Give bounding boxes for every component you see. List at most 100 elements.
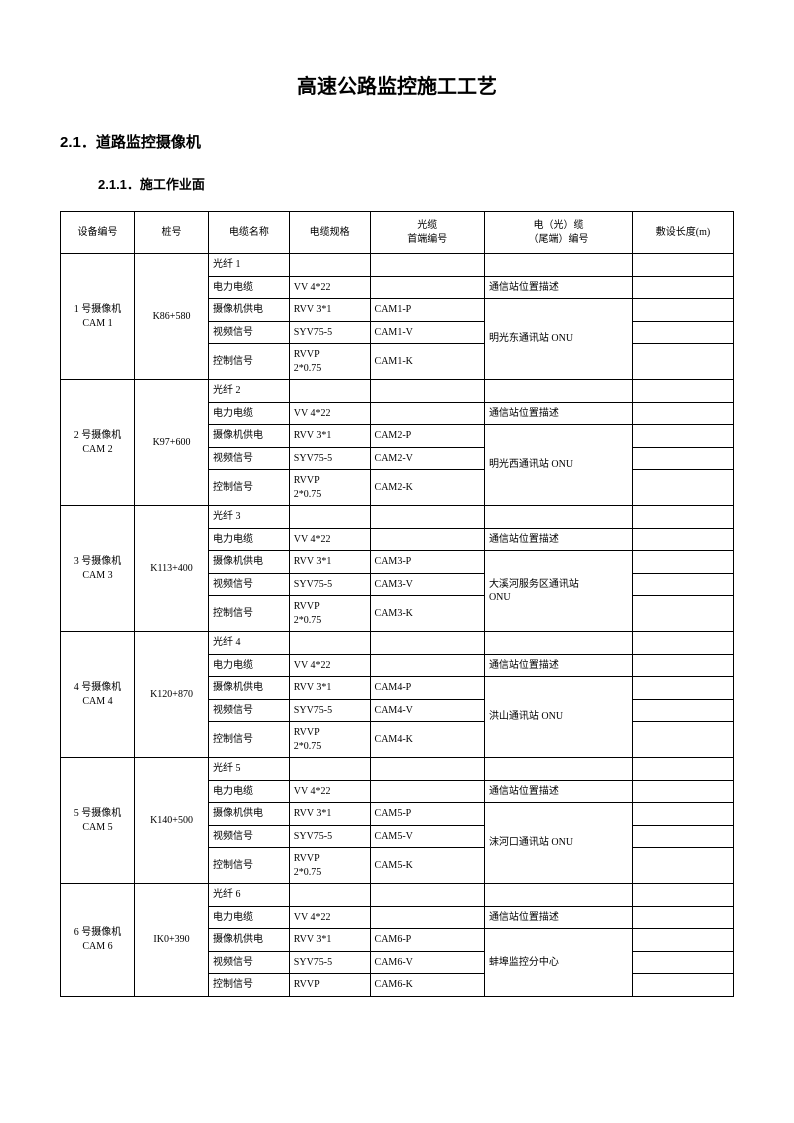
- tail-id: [484, 632, 632, 655]
- cable-spec: [289, 380, 370, 403]
- cable-name: 电力电缆: [209, 654, 290, 677]
- th-dev: 设备编号: [61, 212, 135, 254]
- first-id: [370, 276, 484, 299]
- cable-name: 摄像机供电: [209, 299, 290, 322]
- table-row: 5 号摄像机CAM 5K140+500光纤 5: [61, 758, 734, 781]
- first-id: CAM2-V: [370, 447, 484, 470]
- first-id: CAM4-V: [370, 699, 484, 722]
- tail-id: 通信站位置描述: [484, 780, 632, 803]
- cable-name: 摄像机供电: [209, 551, 290, 574]
- length: [633, 573, 734, 596]
- section-heading: 2.1．道路监控摄像机: [60, 131, 734, 152]
- cable-name: 光纤 1: [209, 254, 290, 277]
- table-header-row: 设备编号 桩号 电缆名称 电缆规格 光缆 首端编号 电（光）缆 （尾端）编号 敷…: [61, 212, 734, 254]
- cable-spec: VV 4*22: [289, 528, 370, 551]
- tail-id: 通信站位置描述: [484, 528, 632, 551]
- cable-name: 控制信号: [209, 596, 290, 632]
- tail-id: [484, 884, 632, 907]
- first-id: CAM1-K: [370, 344, 484, 380]
- length: [633, 402, 734, 425]
- cable-name: 光纤 4: [209, 632, 290, 655]
- length: [633, 528, 734, 551]
- tail-id: 通信站位置描述: [484, 402, 632, 425]
- th-cname: 电缆名称: [209, 212, 290, 254]
- length: [633, 632, 734, 655]
- cable-spec: RVVP: [289, 974, 370, 997]
- length: [633, 276, 734, 299]
- first-id: [370, 528, 484, 551]
- first-id: CAM3-K: [370, 596, 484, 632]
- cable-name: 视频信号: [209, 825, 290, 848]
- first-id: CAM2-K: [370, 470, 484, 506]
- cable-name: 控制信号: [209, 722, 290, 758]
- tail-id: 通信站位置描述: [484, 906, 632, 929]
- cable-spec: SYV75-5: [289, 699, 370, 722]
- length: [633, 884, 734, 907]
- table-row: 4 号摄像机CAM 4K120+870光纤 4: [61, 632, 734, 655]
- cable-name: 光纤 3: [209, 506, 290, 529]
- length: [633, 929, 734, 952]
- first-id: [370, 780, 484, 803]
- cable-spec: VV 4*22: [289, 780, 370, 803]
- tail-id: [484, 254, 632, 277]
- cable-name: 电力电缆: [209, 780, 290, 803]
- pile-number: K120+870: [135, 632, 209, 758]
- first-id: CAM3-V: [370, 573, 484, 596]
- length: [633, 677, 734, 700]
- length: [633, 596, 734, 632]
- th-first: 光缆 首端编号: [370, 212, 484, 254]
- cable-spec: SYV75-5: [289, 951, 370, 974]
- cable-name: 视频信号: [209, 573, 290, 596]
- first-id: CAM1-P: [370, 299, 484, 322]
- length: [633, 951, 734, 974]
- cable-spec: RVV 3*1: [289, 551, 370, 574]
- cable-name: 视频信号: [209, 699, 290, 722]
- first-id: [370, 906, 484, 929]
- cable-spec: [289, 758, 370, 781]
- table-row: 3 号摄像机CAM 3K113+400光纤 3: [61, 506, 734, 529]
- page-title: 高速公路监控施工工艺: [60, 70, 734, 99]
- first-id: CAM4-P: [370, 677, 484, 700]
- length: [633, 722, 734, 758]
- tail-id: 洪山通讯站 ONU: [484, 677, 632, 758]
- length: [633, 506, 734, 529]
- cable-name: 电力电缆: [209, 402, 290, 425]
- length: [633, 803, 734, 826]
- first-id: CAM6-V: [370, 951, 484, 974]
- cable-spec: RVV 3*1: [289, 677, 370, 700]
- cable-spec: RVVP2*0.75: [289, 848, 370, 884]
- device-id: 1 号摄像机CAM 1: [61, 254, 135, 380]
- cable-spec: RVV 3*1: [289, 425, 370, 448]
- length: [633, 299, 734, 322]
- tail-id: [484, 506, 632, 529]
- length: [633, 447, 734, 470]
- cable-spec: RVVP2*0.75: [289, 596, 370, 632]
- table-row: 1 号摄像机CAM 1K86+580光纤 1: [61, 254, 734, 277]
- cable-name: 控制信号: [209, 974, 290, 997]
- length: [633, 758, 734, 781]
- cable-spec: SYV75-5: [289, 573, 370, 596]
- length: [633, 425, 734, 448]
- tail-id: [484, 758, 632, 781]
- first-id: [370, 758, 484, 781]
- cable-name: 光纤 5: [209, 758, 290, 781]
- th-cspec: 电缆规格: [289, 212, 370, 254]
- first-id: CAM5-P: [370, 803, 484, 826]
- first-id: CAM1-V: [370, 321, 484, 344]
- first-id: CAM3-P: [370, 551, 484, 574]
- cable-spec: RVVP2*0.75: [289, 344, 370, 380]
- cable-name: 视频信号: [209, 951, 290, 974]
- cable-spec: VV 4*22: [289, 276, 370, 299]
- length: [633, 974, 734, 997]
- length: [633, 906, 734, 929]
- length: [633, 380, 734, 403]
- first-id: CAM6-K: [370, 974, 484, 997]
- th-tail: 电（光）缆 （尾端）编号: [484, 212, 632, 254]
- cable-spec: SYV75-5: [289, 825, 370, 848]
- first-id: CAM2-P: [370, 425, 484, 448]
- cable-spec: [289, 632, 370, 655]
- device-id: 6 号摄像机CAM 6: [61, 884, 135, 997]
- device-id: 5 号摄像机CAM 5: [61, 758, 135, 884]
- cable-name: 控制信号: [209, 848, 290, 884]
- length: [633, 321, 734, 344]
